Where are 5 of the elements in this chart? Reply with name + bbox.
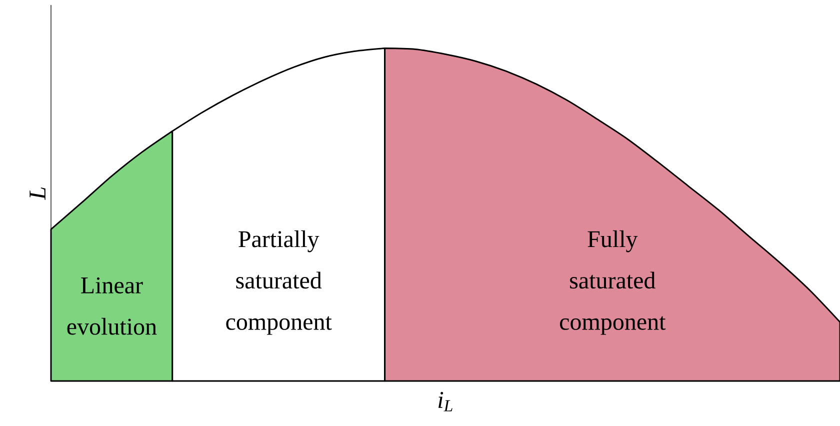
x-axis-title: i$_{L}$ xyxy=(438,392,452,412)
annotation: Fully saturated component xyxy=(560,230,666,335)
annotation: Partially saturated component xyxy=(226,230,332,335)
annotation: Linear evolution xyxy=(67,277,157,335)
y-axis-title: L xyxy=(30,187,46,200)
